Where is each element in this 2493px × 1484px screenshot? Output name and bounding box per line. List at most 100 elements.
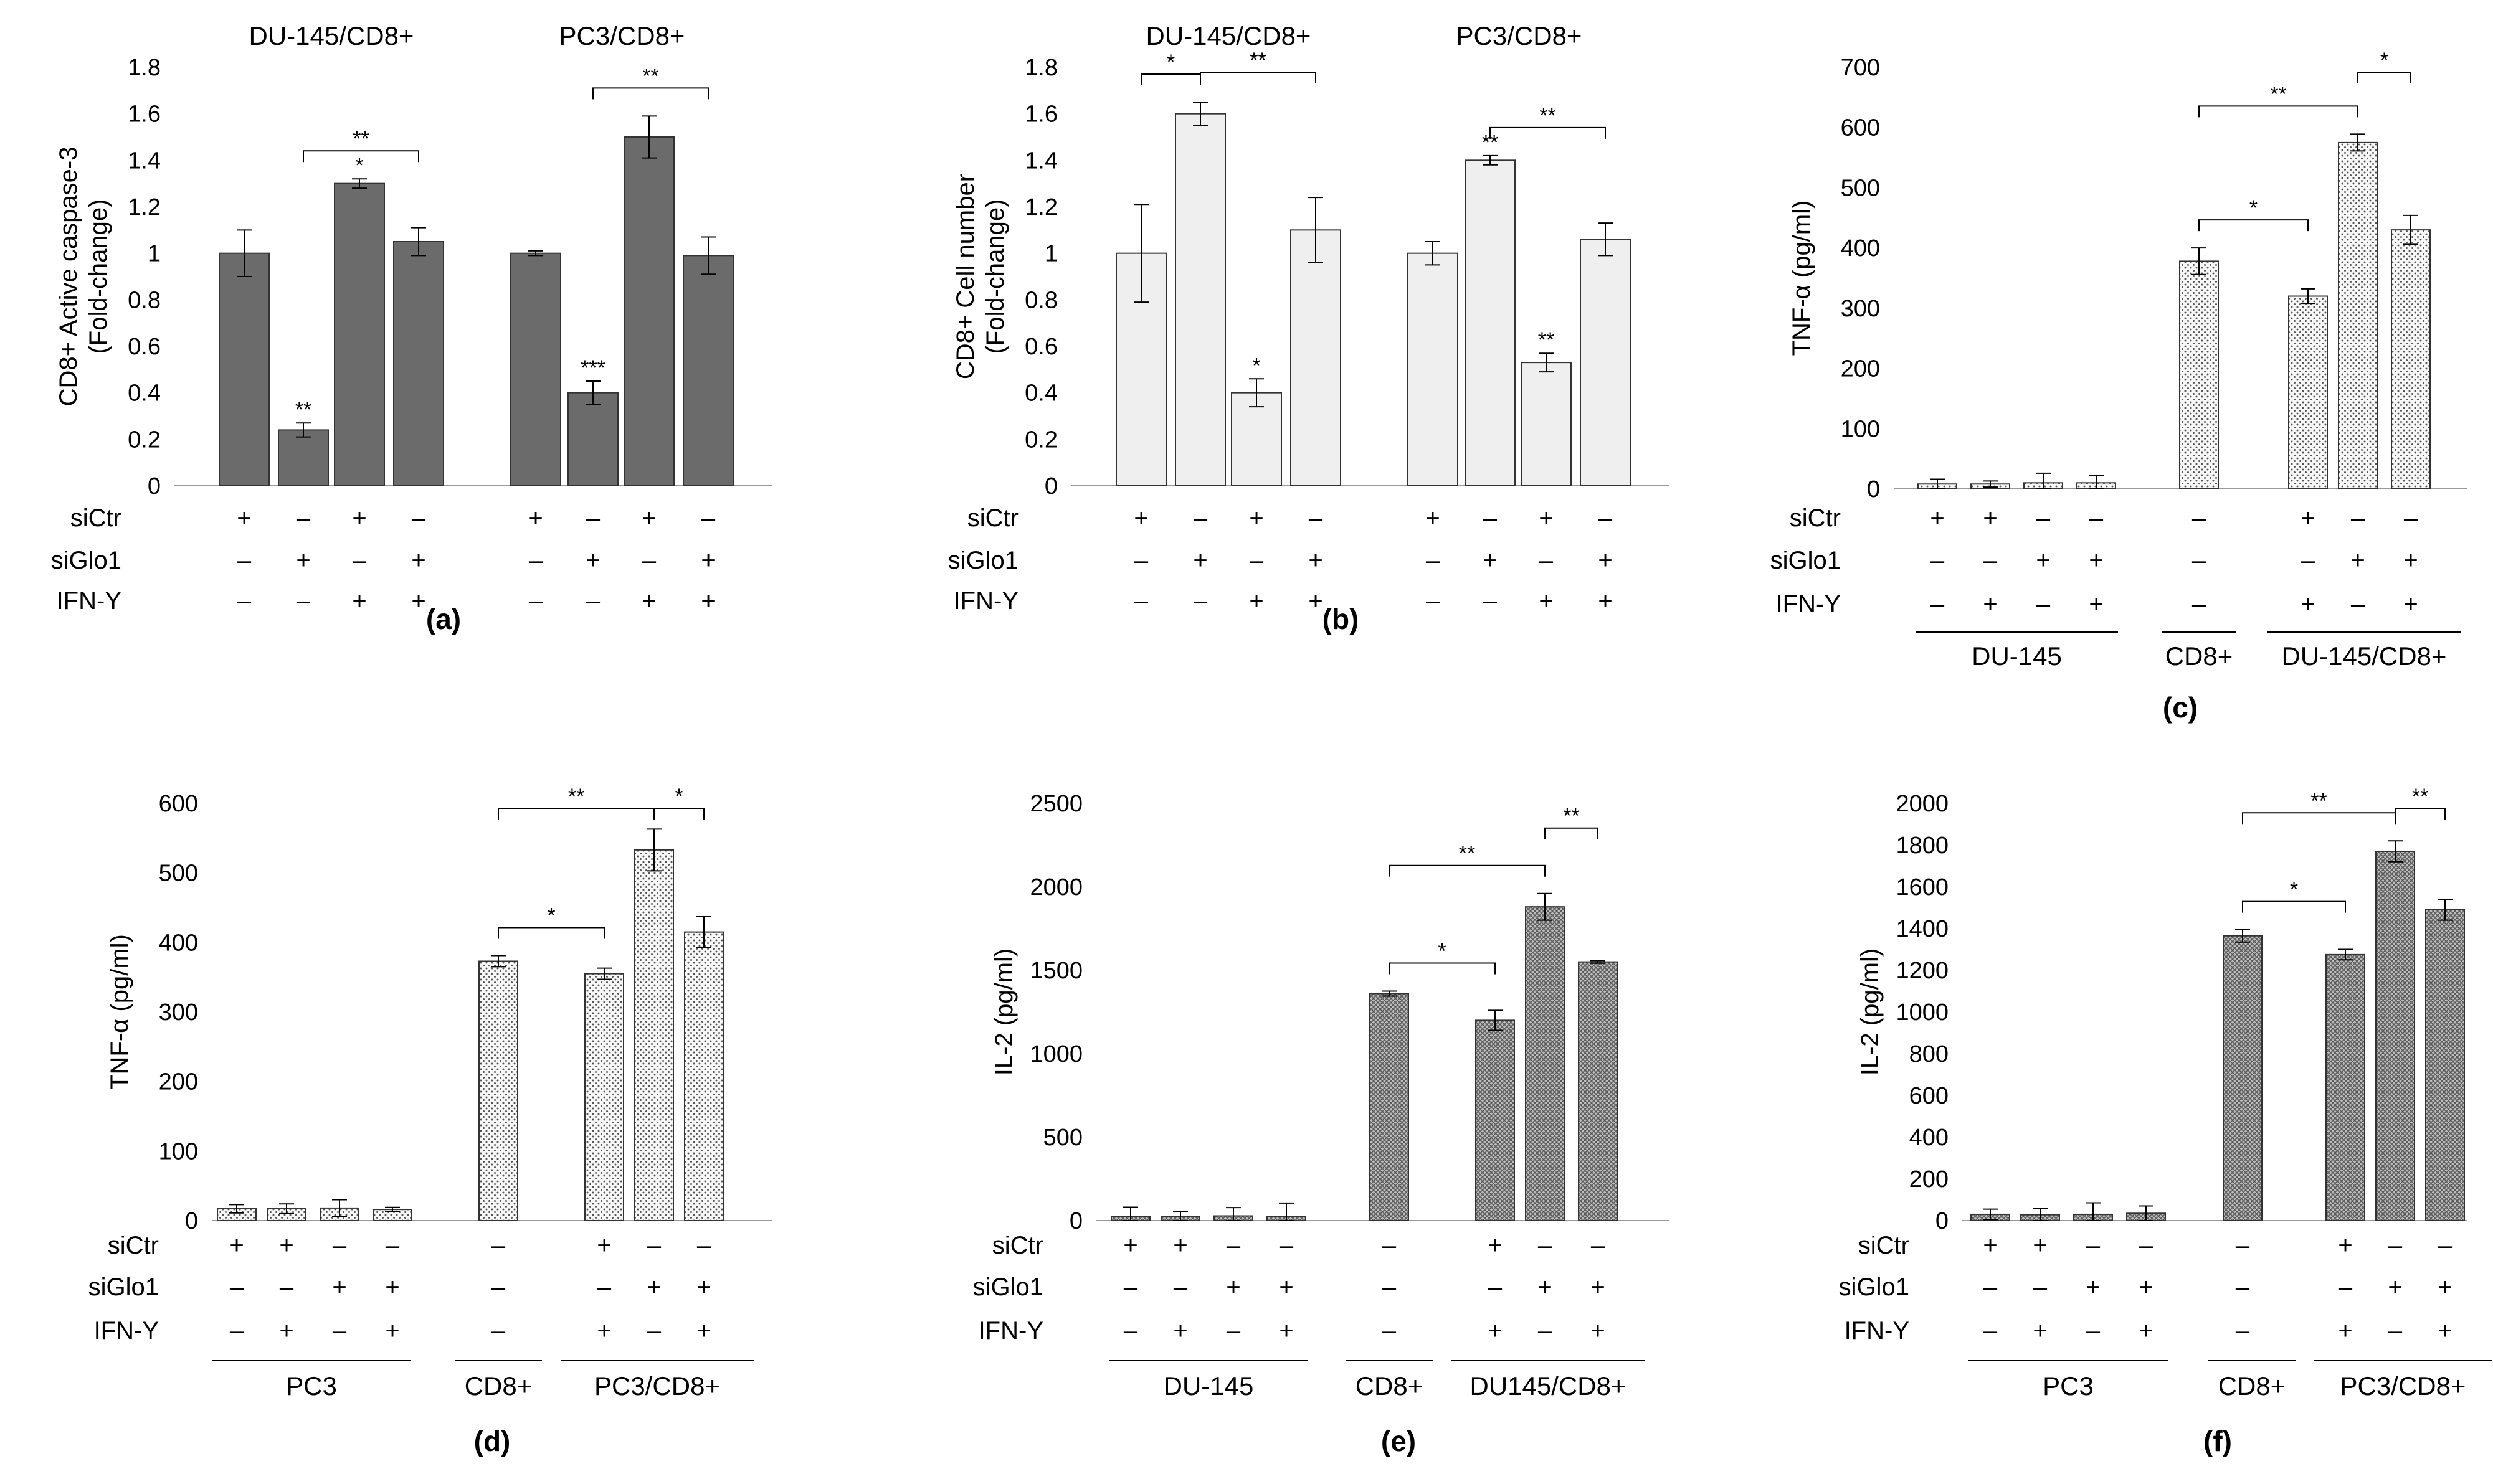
bar — [1290, 229, 1341, 486]
condition-sign: + — [2089, 547, 2103, 574]
significance-bracket — [1544, 827, 1598, 839]
condition-sign: + — [352, 587, 366, 615]
condition-sign: + — [2086, 1274, 2100, 1301]
row-label-sictr: siCtr — [967, 504, 1019, 532]
y-axis-title: IL-2 (pg/ml) — [1856, 948, 1884, 1076]
y-tick-label: 600 — [1841, 115, 1880, 141]
condition-sign: + — [1539, 504, 1553, 532]
condition-sign: + — [2139, 1317, 2153, 1345]
condition-sign: – — [2351, 504, 2365, 532]
condition-sign: + — [1598, 587, 1612, 615]
condition-sign: – — [412, 504, 426, 532]
bar — [1175, 113, 1226, 486]
panel-label: (b) — [1322, 603, 1359, 635]
condition-sign: – — [1538, 1232, 1552, 1259]
y-tick-label: 300 — [1841, 296, 1880, 322]
condition-sign: – — [1382, 1274, 1397, 1301]
row-label-sictr: siCtr — [992, 1232, 1043, 1259]
condition-sign: + — [2350, 547, 2365, 574]
y-tick-label: 1400 — [1896, 916, 1949, 942]
significance-bracket — [2242, 900, 2346, 913]
y-axis-title: IL-2 (pg/ml) — [990, 948, 1018, 1076]
condition-sign: + — [1539, 587, 1553, 615]
condition-sign: – — [2139, 1232, 2153, 1259]
bar — [2425, 909, 2465, 1221]
bar — [2223, 935, 2263, 1221]
y-tick-label: 2000 — [1030, 874, 1083, 900]
row-label-siglo1: siGlo1 — [88, 1274, 159, 1301]
condition-sign: – — [2089, 504, 2104, 532]
condition-sign: + — [229, 1232, 244, 1259]
significance-bracket-label: ** — [568, 785, 584, 808]
condition-sign: + — [1483, 547, 1497, 574]
condition-sign: + — [2089, 590, 2103, 618]
y-tick-label: 400 — [159, 930, 198, 956]
bar — [624, 136, 675, 486]
y-tick-label: 0.4 — [1025, 380, 1058, 407]
bar — [1525, 906, 1565, 1222]
significance-mark: * — [355, 154, 363, 177]
condition-sign: + — [2036, 547, 2050, 574]
condition-sign: – — [491, 1232, 506, 1259]
y-tick-label: 1.4 — [1025, 148, 1058, 174]
y-tick-label: 400 — [1909, 1125, 1949, 1151]
y-tick-label: 0.2 — [128, 427, 161, 453]
condition-sign: + — [2301, 590, 2315, 618]
group-label: CD8+ — [1356, 1371, 1423, 1401]
row-label-siglo1: siGlo1 — [948, 547, 1019, 574]
condition-sign: – — [2388, 1317, 2403, 1345]
significance-bracket-label: * — [2249, 196, 2258, 220]
condition-sign: – — [2033, 1274, 2048, 1301]
bar — [278, 429, 329, 487]
bar — [1231, 392, 1282, 487]
significance-bracket-label: ** — [1250, 49, 1266, 72]
condition-sign: – — [1174, 1274, 1188, 1301]
y-tick-label: 1.6 — [1025, 102, 1058, 128]
y-tick-label: 1.8 — [1025, 55, 1058, 81]
row-label-ifn: IFN-Y — [94, 1317, 159, 1345]
bar — [219, 252, 270, 486]
condition-sign: – — [2192, 547, 2206, 574]
panel-label: (e) — [1381, 1425, 1416, 1457]
row-label-ifn: IFN-Y — [979, 1317, 1043, 1345]
condition-sign: – — [2388, 1232, 2403, 1259]
significance-bracket-label: ** — [2270, 82, 2286, 106]
group-label: DU-145 — [1972, 641, 2062, 671]
y-tick-label: 1600 — [1896, 874, 1949, 900]
condition-sign: + — [332, 1274, 346, 1301]
condition-sign: – — [237, 547, 252, 574]
row-label-sictr: siCtr — [108, 1232, 159, 1259]
significance-mark: *** — [581, 356, 605, 380]
row-label-siglo1: siGlo1 — [973, 1274, 1043, 1301]
condition-sign: + — [385, 1317, 399, 1345]
y-axis-title: CD8+ Cell number — [952, 174, 979, 379]
condition-sign: + — [2033, 1232, 2047, 1259]
bar — [478, 960, 518, 1221]
significance-bracket — [1389, 962, 1496, 975]
condition-sign: – — [1591, 1232, 1605, 1259]
condition-sign: – — [1488, 1274, 1503, 1301]
condition-sign: – — [230, 1274, 244, 1301]
condition-sign: – — [1382, 1232, 1397, 1259]
panel-label: (c) — [2163, 691, 2198, 724]
condition-sign: – — [586, 587, 601, 615]
bar — [2179, 260, 2219, 489]
condition-sign: – — [1309, 504, 1323, 532]
significance-bracket — [1489, 126, 1606, 139]
y-tick-label: 0.2 — [1025, 427, 1058, 453]
condition-sign: + — [1488, 1232, 1502, 1259]
y-tick-label: 800 — [1909, 1041, 1949, 1067]
group-title: PC3/CD8+ — [1456, 21, 1582, 50]
condition-sign: + — [1425, 504, 1440, 532]
y-tick-label: 400 — [1841, 235, 1880, 262]
condition-sign: – — [386, 1232, 400, 1259]
condition-sign: – — [1124, 1317, 1138, 1345]
bar — [634, 849, 674, 1221]
condition-sign: + — [1590, 1317, 1605, 1345]
condition-sign: – — [1124, 1274, 1138, 1301]
bar — [584, 973, 624, 1222]
y-tick-label: 1.8 — [128, 55, 161, 81]
